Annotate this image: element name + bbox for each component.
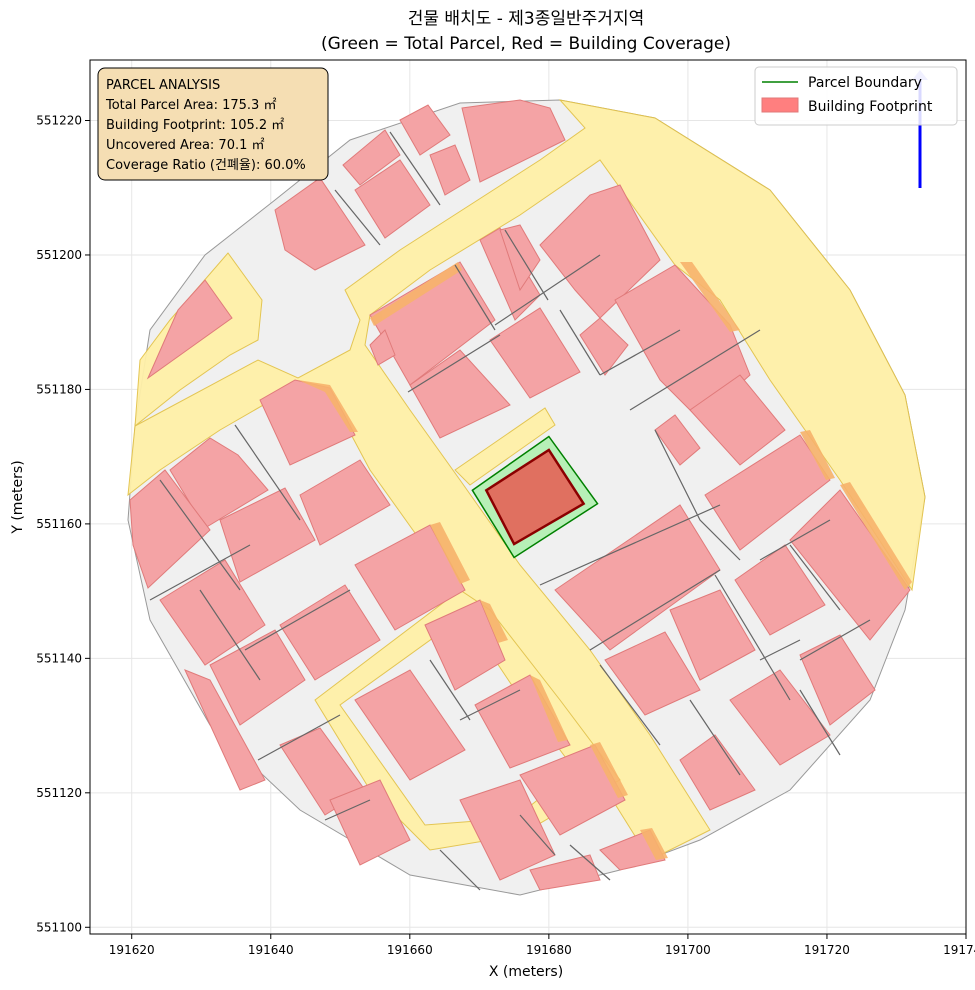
parcel-analysis-box: PARCEL ANALYSIS Total Parcel Area: 175.3… [97, 67, 329, 181]
chart-title-line2: (Green = Total Parcel, Red = Building Co… [321, 34, 731, 54]
legend-swatch-building [761, 97, 799, 113]
legend: Parcel Boundary Building Footprint [754, 66, 958, 126]
chart-title-line1: 건물 배치도 - 제3종일반주거지역 [408, 9, 644, 29]
info-line-coverage-ratio: Coverage Ratio (건폐율): 60.0% [106, 158, 306, 173]
y-tick-label: 551120 [36, 786, 82, 800]
x-tick-label: 191660 [387, 943, 433, 957]
parcel-lines [149, 131, 871, 891]
legend-label-parcel: Parcel Boundary [808, 75, 922, 91]
info-line-total-area: Total Parcel Area: 175.3 ㎡ [105, 98, 276, 113]
y-tick-label: 551200 [36, 248, 82, 262]
x-axis-label: X (meters) [489, 964, 563, 980]
building-edge-highlights [298, 262, 912, 860]
y-tick-label: 551100 [36, 920, 82, 934]
info-line-uncovered-area: Uncovered Area: 70.1 ㎡ [106, 138, 265, 153]
legend-label-building: Building Footprint [808, 99, 933, 115]
info-line-building-footprint: Building Footprint: 105.2 ㎡ [106, 118, 284, 133]
context-buildings [129, 99, 911, 891]
y-tick-label: 551220 [36, 114, 82, 128]
x-tick-label: 191680 [526, 943, 572, 957]
y-tick-label: 551180 [36, 382, 82, 396]
x-tick-label: 191640 [248, 943, 294, 957]
y-axis-ticks: 551100 551120 551140 551160 551180 551200 5512… [36, 114, 90, 934]
y-tick-label: 551140 [36, 651, 82, 665]
x-axis-ticks: 191620 191640 191660 191680 191700 191720 1917… [109, 934, 975, 957]
target-building-footprint [484, 448, 586, 546]
plot-frame [89, 59, 967, 935]
x-tick-label: 191740 [943, 943, 975, 957]
x-tick-label: 191720 [804, 943, 850, 957]
x-tick-label: 191620 [109, 943, 155, 957]
info-line-heading: PARCEL ANALYSIS [106, 78, 220, 93]
y-axis-label: Y (meters) [10, 460, 26, 534]
y-tick-label: 551160 [36, 517, 82, 531]
x-tick-label: 191700 [665, 943, 711, 957]
